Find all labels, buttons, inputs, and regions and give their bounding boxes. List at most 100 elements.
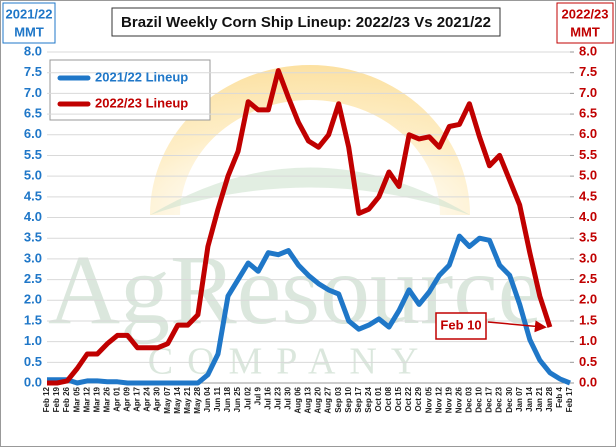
y2-tick-label: 3.0	[579, 250, 597, 265]
x-tick-label: May 14	[173, 386, 182, 413]
x-tick-label: Jun 04	[203, 386, 212, 412]
x-tick-label: Sep 24	[364, 386, 373, 412]
x-tick-label: Jan 14	[525, 386, 534, 411]
series-line	[47, 68, 553, 386]
y-tick-label: 1.5	[24, 312, 42, 327]
x-tick-label: Oct 01	[374, 386, 383, 411]
x-tick-label: Apr 09	[123, 386, 132, 411]
y2-tick-label: 8.0	[579, 43, 597, 58]
y2-tick-label: 7.5	[579, 64, 597, 79]
x-tick-label: Oct 08	[384, 386, 393, 411]
x-tick-label: Feb 26	[62, 386, 71, 412]
series-line	[47, 233, 571, 386]
x-tick-label: Nov 19	[444, 386, 453, 413]
chart-title: Brazil Weekly Corn Ship Lineup: 2022/23 …	[121, 14, 491, 31]
y2-tick-label: 4.0	[579, 209, 597, 224]
x-tick-label: Jun 11	[213, 386, 222, 411]
logo-hill	[150, 167, 470, 215]
x-tick-label: Nov 26	[454, 386, 463, 413]
y2-tick-label: 0.5	[579, 354, 597, 369]
x-tick-label: Oct 15	[394, 386, 403, 411]
y-label: 2021/22	[6, 6, 53, 21]
y-tick-label: 0.5	[24, 354, 42, 369]
x-tick-label: Jan 07	[515, 386, 524, 411]
y-tick-label: 6.5	[24, 106, 42, 121]
annotation-arrow	[487, 320, 547, 333]
x-tick-label: Dec 03	[465, 386, 474, 412]
y-tick-label: 6.0	[24, 126, 42, 141]
y-tick-label: 0.0	[24, 374, 42, 389]
annotation: Feb 10	[440, 317, 481, 332]
x-tick-label: Dec 17	[485, 386, 494, 412]
x-tick-label: Aug 27	[324, 386, 333, 413]
y-tick-label: 2.5	[24, 271, 42, 286]
x-tick-label: Aug 20	[314, 386, 323, 413]
x-tick-label: Jul 30	[283, 386, 292, 409]
x-tick-label: Jan 28	[545, 386, 554, 411]
y2-tick-label: 5.0	[579, 168, 597, 183]
x-tick-label: Nov 05	[424, 386, 433, 413]
x-tick-label: May 21	[183, 386, 192, 413]
x-tick-label: Aug 13	[304, 386, 313, 413]
x-tick-label: Jan 21	[535, 386, 544, 411]
y2-tick-label: 6.0	[579, 126, 597, 141]
x-tick-label: Jun 18	[223, 386, 232, 412]
x-tick-label: Jul 02	[243, 386, 252, 409]
legend	[49, 59, 211, 121]
y-tick-label: 7.0	[24, 85, 42, 100]
y-tick-label: 1.0	[24, 333, 42, 348]
x-tick-label: Feb 4	[555, 386, 564, 407]
x-tick-label: Feb 17	[565, 386, 574, 412]
y2-label: 2022/23	[562, 6, 609, 21]
title-box	[111, 7, 501, 37]
x-tick-label: Feb 19	[52, 386, 61, 412]
x-tick-label: Sep 10	[344, 386, 353, 412]
y-tick-label: 4.5	[24, 188, 42, 203]
y2-label: MMT	[570, 24, 600, 39]
x-tick-label: Apr 30	[153, 386, 162, 411]
x-tick-label: Feb 12	[42, 386, 51, 412]
x-tick-label: Dec 30	[505, 386, 514, 412]
x-tick-label: Mar 26	[102, 386, 111, 412]
y2-tick-label: 1.5	[579, 312, 597, 327]
x-tick-label: May 07	[163, 386, 172, 413]
x-tick-label: Mar 19	[92, 386, 101, 412]
x-tick-label: Apr 17	[133, 386, 142, 411]
y2-tick-label: 3.5	[579, 230, 597, 245]
y-label: MMT	[14, 24, 44, 39]
y2-tick-label: 0.0	[579, 374, 597, 389]
x-tick-label: Mar 12	[82, 386, 91, 412]
y-tick-label: 3.0	[24, 250, 42, 265]
y2-label-box	[556, 2, 614, 44]
x-tick-label: Jul 23	[273, 386, 282, 409]
y2-tick-label: 5.5	[579, 147, 597, 162]
y2-tick-label: 6.5	[579, 106, 597, 121]
y-label-box	[2, 2, 56, 44]
y-tick-label: 2.0	[24, 292, 42, 307]
y2-tick-label: 7.0	[579, 85, 597, 100]
x-tick-label: Sep 03	[334, 386, 343, 412]
x-tick-label: Nov 12	[434, 386, 443, 413]
y2-tick-label: 2.0	[579, 292, 597, 307]
x-tick-label: Apr 01	[113, 386, 122, 411]
x-tick-label: Oct 29	[414, 386, 423, 411]
logo-sun	[150, 65, 470, 215]
x-tick-label: Jul 9	[253, 386, 262, 405]
y-tick-label: 3.5	[24, 230, 42, 245]
y-tick-label: 7.5	[24, 64, 42, 79]
legend-label: 2022/23 Lineup	[95, 95, 188, 110]
legend-label: 2021/22 Lineup	[95, 69, 188, 84]
y-tick-label: 5.5	[24, 147, 42, 162]
y-tick-label: 4.0	[24, 209, 42, 224]
x-tick-label: Oct 22	[404, 386, 413, 411]
watermark-sub: COMPANY	[148, 341, 433, 383]
y2-tick-label: 2.5	[579, 271, 597, 286]
x-tick-label: Jun 25	[233, 386, 242, 412]
y2-tick-label: 1.0	[579, 333, 597, 348]
y-tick-label: 5.0	[24, 168, 42, 183]
x-tick-label: May 28	[193, 386, 202, 413]
x-tick-label: Dec 23	[495, 386, 504, 412]
x-tick-label: Dec 10	[475, 386, 484, 412]
y-tick-label: 8.0	[24, 43, 42, 58]
